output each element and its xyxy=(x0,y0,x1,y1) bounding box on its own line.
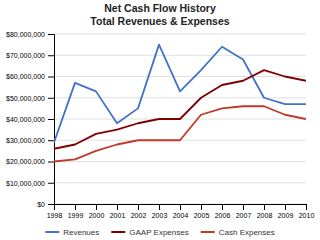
y-tick-mark xyxy=(48,140,54,141)
grid xyxy=(54,34,306,204)
x-tick-mark xyxy=(222,204,223,210)
grid-line xyxy=(54,55,306,56)
x-tick-mark xyxy=(243,204,244,210)
title-line: Net Cash Flow History xyxy=(104,2,216,14)
y-tick-label: $50,000,000 xyxy=(6,94,45,101)
y-tick: $10,000,000 xyxy=(6,179,54,186)
series-line xyxy=(54,45,306,143)
x-axis-line xyxy=(55,205,307,211)
x-axis: 1998 1999 2000 2001 2002 2003 2004 2005 2006 2007… xyxy=(47,204,315,219)
y-tick-label: $40,000,000 xyxy=(6,116,45,123)
x-tick: 1999 xyxy=(68,204,84,219)
legend: Revenues GAAP Expenses Cash Expenses xyxy=(45,228,275,237)
x-tick-label: 2009 xyxy=(278,212,294,219)
chart: Net Cash Flow HistoryTotal Revenues & Ex… xyxy=(0,0,320,240)
x-tick-mark xyxy=(201,204,202,210)
x-tick-label: 2001 xyxy=(110,212,126,219)
y-tick-mark xyxy=(48,34,54,35)
x-tick-mark xyxy=(96,204,97,210)
lines xyxy=(54,45,306,162)
y-axis-line xyxy=(48,35,55,205)
x-tick-label: 2007 xyxy=(236,212,252,219)
x-tick-label: 2006 xyxy=(215,212,231,219)
legend-swatch xyxy=(45,231,59,233)
title: Net Cash Flow HistoryTotal Revenues & Ex… xyxy=(90,2,229,27)
x-tick-mark xyxy=(180,204,181,210)
x-tick-label: 2003 xyxy=(152,212,168,219)
x-tick-mark xyxy=(285,204,286,210)
y-tick-label: $20,000,000 xyxy=(6,158,45,165)
x-tick: 2001 xyxy=(110,204,126,219)
grid-line xyxy=(54,76,306,77)
y-tick-label: $60,000,000 xyxy=(6,73,45,80)
series-line xyxy=(54,70,306,149)
y-tick-label: $0 xyxy=(37,201,45,208)
x-tick: 2010 xyxy=(299,204,315,219)
x-tick: 2003 xyxy=(152,204,168,219)
x-tick: 2005 xyxy=(194,204,210,219)
x-tick-label: 2004 xyxy=(173,212,189,219)
plot: 1998 1999 2000 2001 2002 2003 2004 2005 2006 2007… xyxy=(6,31,314,219)
grid-line xyxy=(54,161,306,162)
x-tick-mark xyxy=(138,204,139,210)
grid-line xyxy=(54,182,306,183)
x-tick: 2009 xyxy=(278,204,294,219)
y-tick: $30,000,000 xyxy=(6,137,54,144)
y-tick-label: $10,000,000 xyxy=(6,179,45,186)
title-line: Total Revenues & Expenses xyxy=(90,15,229,27)
x-tick-mark xyxy=(75,204,76,210)
legend-label: Revenues xyxy=(63,228,99,237)
x-tick-label: 2002 xyxy=(131,212,147,219)
x-tick: 2000 xyxy=(89,204,105,219)
y-axis: $0 $10,000,000 $20,000,000 $30,000,000 $40,0… xyxy=(6,31,54,208)
y-tick: $80,000,000 xyxy=(6,31,54,38)
x-tick-label: 2000 xyxy=(89,212,105,219)
y-tick-label: $70,000,000 xyxy=(6,52,45,59)
legend-item: GAAP Expenses xyxy=(111,228,188,237)
x-tick-label: 1998 xyxy=(47,212,63,219)
y-tick: $20,000,000 xyxy=(6,158,54,165)
grid-line xyxy=(54,34,306,35)
x-tick: 2006 xyxy=(215,204,231,219)
legend-swatch xyxy=(201,231,215,233)
x-tick: 1998 xyxy=(47,204,63,219)
legend-label: GAAP Expenses xyxy=(129,228,188,237)
y-tick-label: $30,000,000 xyxy=(6,137,45,144)
series-line xyxy=(54,106,306,161)
x-tick-label: 2008 xyxy=(257,212,273,219)
x-tick: 2002 xyxy=(131,204,147,219)
legend-item: Cash Expenses xyxy=(201,228,275,237)
y-tick-mark xyxy=(48,55,54,56)
x-tick: 2008 xyxy=(257,204,273,219)
y-tick-mark xyxy=(48,162,54,163)
y-tick: $40,000,000 xyxy=(6,116,54,123)
y-tick-mark xyxy=(48,119,54,120)
legend-item: Revenues xyxy=(45,228,99,237)
y-tick-mark xyxy=(48,204,54,205)
x-tick-label: 1999 xyxy=(68,212,84,219)
x-tick-label: 2010 xyxy=(299,212,315,219)
x-tick: 2007 xyxy=(236,204,252,219)
y-tick-mark xyxy=(48,98,54,99)
background xyxy=(0,0,320,240)
legend-label: Cash Expenses xyxy=(219,228,275,237)
legend-swatch xyxy=(111,231,125,233)
x-tick-mark xyxy=(117,204,118,210)
x-tick-mark xyxy=(264,204,265,210)
x-tick-mark xyxy=(306,204,307,210)
y-tick-label: $80,000,000 xyxy=(6,31,45,38)
x-tick-label: 2005 xyxy=(194,212,210,219)
y-tick: $0 xyxy=(37,201,54,208)
y-tick-mark xyxy=(48,183,54,184)
y-tick: $70,000,000 xyxy=(6,52,54,59)
y-tick-mark xyxy=(48,77,54,78)
x-tick-mark xyxy=(159,204,160,210)
y-tick: $50,000,000 xyxy=(6,94,54,101)
y-tick: $60,000,000 xyxy=(6,73,54,80)
x-tick: 2004 xyxy=(173,204,189,219)
